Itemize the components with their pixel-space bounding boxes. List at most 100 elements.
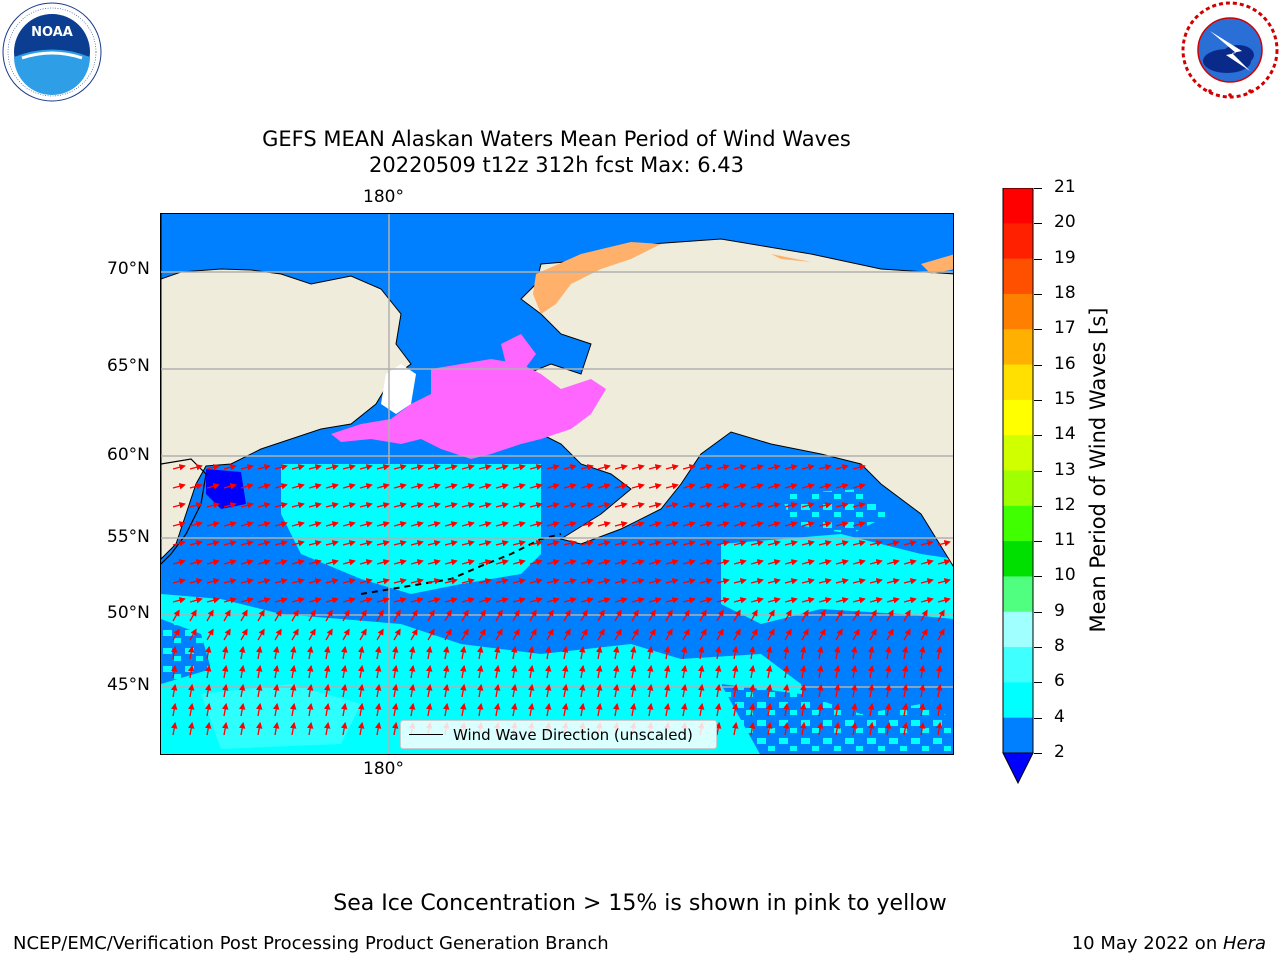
colorbar-bin xyxy=(1003,470,1033,507)
wave-direction-arrow xyxy=(850,721,858,736)
wave-direction-arrow xyxy=(170,702,178,717)
wave-direction-arrow xyxy=(884,664,892,679)
wave-direction-arrow xyxy=(580,597,594,604)
wave-direction-arrow xyxy=(187,645,195,660)
colorbar-tick xyxy=(1034,364,1042,366)
wave-direction-arrow xyxy=(189,502,203,509)
wave-direction-arrow xyxy=(546,597,560,604)
wave-direction-arrow xyxy=(308,597,322,604)
wave-direction-arrow xyxy=(289,721,297,736)
wave-direction-arrow xyxy=(427,628,435,641)
wave-direction-arrow xyxy=(410,540,424,547)
wave-direction-arrow xyxy=(648,578,662,585)
wave-direction-arrow xyxy=(325,483,339,490)
wave-direction-arrow xyxy=(835,597,849,604)
wave-direction-arrow xyxy=(221,702,229,717)
wave-direction-arrow xyxy=(529,521,543,528)
wave-direction-arrow xyxy=(614,559,628,566)
wave-direction-arrow xyxy=(716,578,730,585)
wave-direction-arrow xyxy=(376,559,390,566)
wave-direction-arrow xyxy=(376,628,384,641)
wave-direction-arrow xyxy=(323,721,331,736)
wave-direction-arrow xyxy=(646,702,654,717)
wave-direction-arrow xyxy=(563,464,577,471)
wave-direction-arrow xyxy=(663,645,671,660)
wave-direction-arrow xyxy=(189,609,197,622)
wave-direction-arrow xyxy=(308,464,322,471)
wave-direction-arrow xyxy=(444,559,458,566)
wave-direction-arrow xyxy=(410,483,424,490)
wave-direction-arrow xyxy=(238,683,246,698)
wave-direction-arrow xyxy=(291,521,305,528)
wave-direction-arrow xyxy=(512,464,526,471)
wave-direction-arrow xyxy=(595,702,603,717)
wave-direction-arrow xyxy=(886,597,900,604)
wave-direction-arrow xyxy=(595,683,603,698)
wave-direction-arrow xyxy=(495,559,509,566)
wave-direction-arrow xyxy=(342,578,356,585)
wave-direction-arrow xyxy=(597,540,611,547)
wave-direction-arrow xyxy=(240,502,254,509)
wave-direction-arrow xyxy=(886,578,900,585)
colorbar xyxy=(1002,187,1034,788)
colorbar-tick xyxy=(1034,223,1042,225)
wave-direction-arrow xyxy=(495,597,509,604)
wave-direction-arrow xyxy=(240,597,254,604)
wave-direction-arrow xyxy=(699,609,707,622)
colorbar-bin xyxy=(1003,611,1033,648)
wave-direction-arrow xyxy=(767,559,781,566)
wave-direction-arrow xyxy=(410,609,418,622)
wave-direction-arrow xyxy=(461,609,469,622)
wave-direction-arrow xyxy=(699,464,713,471)
wave-direction-arrow xyxy=(920,540,934,547)
wave-direction-arrow xyxy=(204,721,212,736)
noaa-logo: NOAA xyxy=(2,2,102,102)
wave-direction-arrow xyxy=(444,628,452,641)
wave-direction-arrow xyxy=(478,578,492,585)
wave-direction-arrow xyxy=(391,683,399,698)
wave-direction-arrow xyxy=(750,609,758,622)
wave-direction-arrow xyxy=(172,609,180,622)
legend-label: Wind Wave Direction (unscaled) xyxy=(453,725,693,744)
wave-direction-arrow xyxy=(833,645,841,660)
wave-direction-arrow xyxy=(221,683,229,698)
wave-direction-arrow xyxy=(204,683,212,698)
wave-direction-arrow xyxy=(425,683,433,698)
wave-direction-arrow xyxy=(850,702,858,717)
wave-direction-arrow xyxy=(614,502,628,509)
wave-direction-arrow xyxy=(376,464,390,471)
wave-direction-arrow xyxy=(189,483,203,490)
colorbar-bin xyxy=(1003,293,1033,330)
wave-direction-arrow xyxy=(903,559,917,566)
wave-direction-arrow xyxy=(903,628,911,641)
wave-direction-arrow xyxy=(306,702,314,717)
wave-direction-arrow xyxy=(221,721,229,736)
wave-direction-arrow xyxy=(289,645,297,660)
wave-direction-arrow xyxy=(682,559,696,566)
wave-direction-arrow xyxy=(342,521,356,528)
wave-direction-arrow xyxy=(852,521,866,528)
sea-ice-note: Sea Ice Concentration > 15% is shown in … xyxy=(333,891,947,916)
wave-direction-arrow xyxy=(612,664,620,679)
map-legend: Wind Wave Direction (unscaled) xyxy=(400,720,717,749)
wave-direction-arrow xyxy=(748,645,756,660)
wave-direction-arrow xyxy=(665,578,679,585)
wave-direction-arrow xyxy=(459,664,467,679)
map-canvas xyxy=(161,214,953,754)
wave-direction-arrow xyxy=(172,597,186,604)
wave-direction-arrow xyxy=(495,609,503,622)
colorbar-tick-label: 10 xyxy=(1054,565,1076,586)
wave-direction-arrow xyxy=(648,521,662,528)
wave-direction-arrow xyxy=(920,628,928,641)
wave-direction-arrow xyxy=(631,628,639,641)
wave-direction-arrow xyxy=(391,645,399,660)
wave-direction-arrow xyxy=(274,609,282,622)
wave-direction-arrow xyxy=(629,683,637,698)
wave-direction-arrow xyxy=(478,521,492,528)
wave-direction-arrow xyxy=(733,578,747,585)
wave-direction-arrow xyxy=(546,609,554,622)
wave-direction-arrow xyxy=(597,559,611,566)
wave-direction-arrow xyxy=(646,664,654,679)
wave-direction-arrow xyxy=(393,559,407,566)
colorbar-frame xyxy=(1002,187,1034,754)
